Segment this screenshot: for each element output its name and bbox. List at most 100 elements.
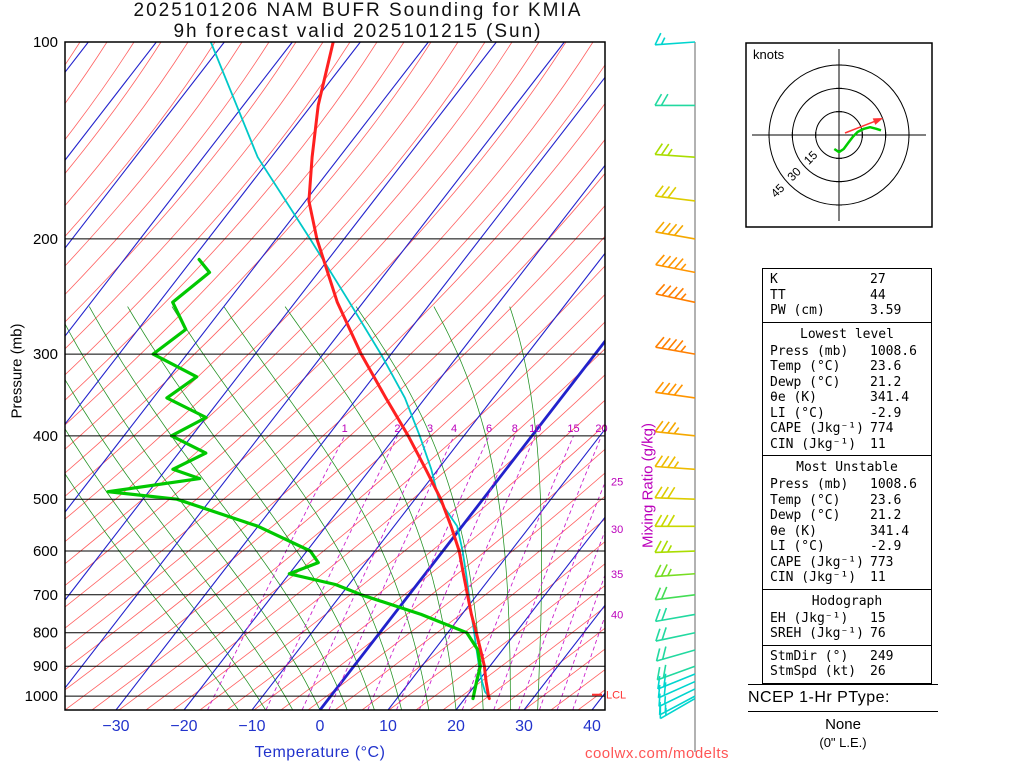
stat-label: Dewp (°C) bbox=[770, 508, 841, 523]
stats-section: Most Unstable Press (mb) 1008.6 Temp (°C) 23… bbox=[763, 455, 931, 589]
svg-text:4: 4 bbox=[451, 423, 457, 435]
stat-label: CAPE (Jkg⁻¹) bbox=[770, 421, 864, 436]
stat-row: CIN (Jkg⁻¹) 11 bbox=[763, 570, 931, 586]
svg-text:35: 35 bbox=[611, 569, 623, 581]
stat-label: PW (cm) bbox=[770, 303, 825, 318]
stat-value: -2.9 bbox=[870, 405, 902, 421]
stat-value: 76 bbox=[870, 626, 886, 641]
ptype-value: None bbox=[825, 716, 861, 733]
watermark: coolwx.com/modelts bbox=[584, 745, 730, 762]
stat-label: EH (Jkg⁻¹) bbox=[770, 610, 849, 626]
stat-row: Press (mb) 1008.6 bbox=[763, 477, 931, 493]
stat-value: 23.6 bbox=[870, 492, 902, 508]
svg-text:200: 200 bbox=[33, 231, 58, 248]
stat-value: 11 bbox=[870, 570, 886, 585]
stat-value: 26 bbox=[870, 664, 886, 679]
stat-row: Press (mb) 1008.6 bbox=[763, 344, 931, 360]
svg-text:2: 2 bbox=[394, 423, 400, 435]
stat-label: SREH (Jkg⁻¹) bbox=[770, 626, 864, 641]
hodograph-units-label: knots bbox=[753, 47, 785, 62]
svg-text:40: 40 bbox=[583, 718, 601, 735]
stat-row: θe (K) 341.4 bbox=[763, 390, 931, 406]
stat-row: LI (°C) -2.9 bbox=[763, 406, 931, 422]
stat-row: Temp (°C) 23.6 bbox=[763, 359, 931, 375]
stat-row: K 27 bbox=[763, 272, 931, 288]
stat-value: 44 bbox=[870, 287, 886, 303]
stats-section-header: Most Unstable bbox=[796, 460, 898, 475]
svg-text:300: 300 bbox=[33, 346, 58, 363]
stat-value: 341.4 bbox=[870, 523, 910, 539]
stat-value: 1008.6 bbox=[870, 343, 917, 359]
stats-divider bbox=[763, 644, 931, 646]
stat-label: Dewp (°C) bbox=[770, 374, 841, 390]
stats-section-header: Lowest level bbox=[800, 326, 894, 342]
stat-label: θe (K) bbox=[770, 523, 817, 539]
sounding-stats-panel: K 27 TT 44 PW (cm) 3.59 Lowest level Press (mb)… bbox=[762, 268, 932, 684]
stat-row: Dewp (°C) 21.2 bbox=[763, 375, 931, 391]
stat-label: CIN (Jkg⁻¹) bbox=[770, 570, 857, 585]
svg-text:−10: −10 bbox=[238, 718, 265, 735]
svg-text:100: 100 bbox=[33, 34, 58, 51]
svg-text:800: 800 bbox=[33, 625, 58, 642]
svg-text:40: 40 bbox=[611, 609, 623, 621]
stat-value: 1008.6 bbox=[870, 477, 917, 492]
stat-row: TT 44 bbox=[763, 288, 931, 304]
stat-row: CAPE (Jkg⁻¹) 774 bbox=[763, 421, 931, 437]
stat-value: 23.6 bbox=[870, 359, 902, 374]
svg-text:10: 10 bbox=[529, 423, 541, 435]
stat-row: CIN (Jkg⁻¹) 11 bbox=[763, 437, 931, 453]
stat-row: StmDir (°) 249 bbox=[763, 649, 931, 665]
temperature-axis-label: Temperature (°C) bbox=[254, 744, 386, 761]
stat-label: Temp (°C) bbox=[770, 359, 841, 374]
svg-text:8: 8 bbox=[512, 423, 518, 435]
stat-row: EH (Jkg⁻¹) 15 bbox=[763, 611, 931, 627]
stat-value: 773 bbox=[870, 554, 894, 570]
stat-label: Press (mb) bbox=[770, 343, 849, 359]
stats-section: Lowest level Press (mb) 1008.6 Temp (°C) 23.… bbox=[763, 321, 931, 456]
ptype-block: NCEP 1-Hr PType: None (0" L.E.) bbox=[748, 684, 938, 750]
stat-label: CAPE (Jkg⁻¹) bbox=[770, 554, 864, 570]
svg-text:25: 25 bbox=[611, 477, 623, 489]
svg-text:1000: 1000 bbox=[25, 688, 58, 705]
stat-value: 27 bbox=[870, 272, 886, 287]
stat-label: LI (°C) bbox=[770, 539, 825, 554]
stat-row: SREH (Jkg⁻¹) 76 bbox=[763, 626, 931, 642]
stat-value: -2.9 bbox=[870, 539, 902, 554]
stat-row: θe (K) 341.4 bbox=[763, 524, 931, 540]
svg-text:30: 30 bbox=[515, 718, 533, 735]
svg-text:LCL: LCL bbox=[606, 690, 626, 702]
stat-value: 21.2 bbox=[870, 374, 902, 390]
stat-value: 21.2 bbox=[870, 508, 902, 523]
svg-text:0: 0 bbox=[316, 718, 325, 735]
stat-label: Temp (°C) bbox=[770, 492, 841, 508]
stat-row: Dewp (°C) 21.2 bbox=[763, 508, 931, 524]
stat-row: StmSpd (kt) 26 bbox=[763, 664, 931, 680]
stat-value: 3.59 bbox=[870, 303, 902, 318]
svg-text:−30: −30 bbox=[102, 718, 129, 735]
ptype-note: (0" L.E.) bbox=[819, 735, 867, 750]
stat-label: StmSpd (kt) bbox=[770, 664, 857, 679]
stat-value: 15 bbox=[870, 610, 886, 626]
stat-label: K bbox=[770, 272, 778, 287]
svg-text:10: 10 bbox=[379, 718, 397, 735]
svg-text:600: 600 bbox=[33, 543, 58, 560]
stat-label: θe (K) bbox=[770, 390, 817, 405]
stat-row: CAPE (Jkg⁻¹) 773 bbox=[763, 555, 931, 571]
svg-text:3: 3 bbox=[427, 423, 433, 435]
svg-text:1: 1 bbox=[342, 423, 348, 435]
stat-label: CIN (Jkg⁻¹) bbox=[770, 436, 857, 452]
pressure-axis-label: Pressure (mb) bbox=[8, 323, 26, 419]
stat-row: PW (cm) 3.59 bbox=[763, 303, 931, 319]
stat-label: LI (°C) bbox=[770, 405, 825, 421]
svg-text:15: 15 bbox=[567, 423, 579, 435]
svg-text:500: 500 bbox=[33, 491, 58, 508]
chart-title-line1: 2025101206 NAM BUFR Sounding for KMIA bbox=[133, 0, 583, 21]
stat-value: 774 bbox=[870, 421, 894, 436]
svg-text:6: 6 bbox=[486, 423, 492, 435]
stat-value: 249 bbox=[870, 648, 894, 664]
stat-label: Press (mb) bbox=[770, 477, 849, 492]
svg-text:30: 30 bbox=[611, 524, 623, 536]
chart-title-line2: 9h forecast valid 2025101215 (Sun) bbox=[173, 21, 543, 42]
svg-text:900: 900 bbox=[33, 658, 58, 675]
